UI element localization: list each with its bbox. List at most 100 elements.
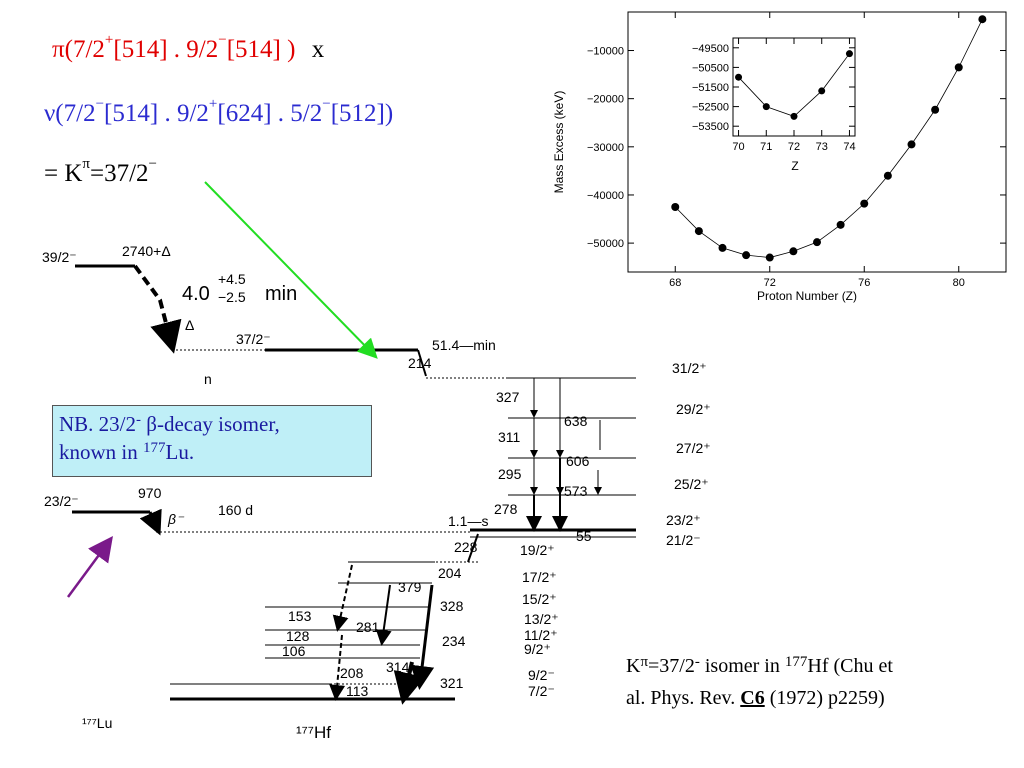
label-23-2-lu: 23/2⁻ xyxy=(44,493,79,509)
data-point xyxy=(718,243,727,252)
label-160d: 160 d xyxy=(218,502,253,518)
label-128: 128 xyxy=(286,628,310,644)
inset-y-tick-label: −51500 xyxy=(692,82,729,94)
data-point xyxy=(789,247,798,256)
label-2740: 2740+Δ xyxy=(122,243,171,259)
label-379: 379 xyxy=(398,579,422,595)
y-tick-label: −30000 xyxy=(587,142,624,154)
gamma-a xyxy=(332,564,353,632)
label-278: 278 xyxy=(494,501,518,517)
spin-17-2: 17/2⁺ xyxy=(522,569,557,585)
k-pi-result: = Kπ=37/2− xyxy=(44,156,157,187)
gamma-b xyxy=(375,584,392,646)
inset-x-label: Z xyxy=(791,159,798,173)
label-106: 106 xyxy=(282,643,306,659)
spin-31-2: 31/2⁺ xyxy=(672,360,707,376)
inset-data-point xyxy=(735,73,743,81)
proton-configuration: π(7/2+[514] . 9/2−[514] ) x xyxy=(52,32,325,63)
mass-excess-chart: 68 72 76 80 −10000 −20000 −30000 −40000 −50000 P… xyxy=(552,11,1007,303)
data-point xyxy=(978,15,987,24)
label-311: 311 xyxy=(498,429,521,445)
halflife-min: min xyxy=(265,283,297,305)
inset-x-tick-label: 72 xyxy=(788,141,800,153)
gamma-214 xyxy=(417,349,427,377)
x-tick-label: 68 xyxy=(669,277,681,289)
label-hf177: ¹⁷⁷Hf xyxy=(296,723,331,742)
delta-label: Δ xyxy=(185,317,194,333)
label-970: 970 xyxy=(138,485,162,501)
label-55: 55 xyxy=(576,528,592,544)
data-point xyxy=(907,140,916,149)
data-point xyxy=(954,63,963,72)
data-point xyxy=(694,227,703,236)
spin-25-2: 25/2⁺ xyxy=(674,476,709,492)
inset-frame xyxy=(732,37,856,137)
x-tick-label: 80 xyxy=(953,277,965,289)
data-point xyxy=(742,251,751,260)
inset-x-tick-label: 74 xyxy=(843,141,855,153)
inset-data-point xyxy=(845,50,853,58)
reference-note: Kπ=37/2- isomer in 177Hf (Chu et al. Phy… xyxy=(626,654,893,709)
data-point xyxy=(860,199,869,208)
inset-data-point xyxy=(818,87,826,95)
data-point xyxy=(671,203,680,211)
y-tick-label: −50000 xyxy=(587,238,624,250)
delta-transition xyxy=(133,264,182,354)
gamma-e xyxy=(393,661,425,705)
spin-9-2-minus: 9/2⁻ xyxy=(528,667,555,683)
label-228: 228 xyxy=(454,539,478,555)
label-51min: 51.4—min xyxy=(432,337,496,353)
neutron-configuration: ν(7/2−[514] . 9/2+[624] . 5/2−[512]) xyxy=(44,96,394,127)
halflife-4min: 4.0 xyxy=(182,283,210,305)
inset-x-tick-label: 71 xyxy=(760,141,772,153)
halflife-up: +4.5 xyxy=(218,271,246,287)
y-axis-label: Mass Excess (keV) xyxy=(552,91,566,194)
label-573: 573 xyxy=(564,483,588,499)
inset-x-tick-label: 73 xyxy=(816,141,828,153)
label-beta: β⁻ xyxy=(167,511,185,527)
inset-y-tick-label: −50500 xyxy=(692,62,729,74)
spin-21-2: 21/2⁻ xyxy=(666,532,701,548)
label-37-2: 37/2⁻ xyxy=(236,331,271,347)
label-314: 314 xyxy=(386,659,410,675)
data-point xyxy=(813,238,821,247)
gamma-c xyxy=(410,584,435,690)
data-point xyxy=(765,253,774,262)
label-281: 281 xyxy=(356,619,380,635)
label-234: 234 xyxy=(442,633,466,649)
x-axis-label: Proton Number (Z) xyxy=(757,289,857,303)
label-214: 214 xyxy=(408,355,432,371)
x-tick-label: 72 xyxy=(764,277,776,289)
label-328: 328 xyxy=(440,598,464,614)
y-tick-label: −20000 xyxy=(587,94,624,106)
label-295: 295 xyxy=(498,466,522,482)
inset-y-tick-label: −52500 xyxy=(692,102,729,114)
spin-29-2: 29/2⁺ xyxy=(676,401,711,417)
label-606: 606 xyxy=(566,453,590,469)
data-point xyxy=(883,171,892,180)
inset-data-point xyxy=(790,112,798,120)
spin-27-2: 27/2⁺ xyxy=(676,440,711,456)
plot-frame xyxy=(627,11,1007,273)
y-tick-label: −40000 xyxy=(587,190,624,202)
inset-y-tick-label: −49500 xyxy=(692,43,729,55)
label-n: n xyxy=(204,371,212,387)
data-point xyxy=(836,220,845,229)
label-113: 113 xyxy=(346,683,369,699)
spin-13-2: 13/2⁺ xyxy=(524,611,559,627)
spin-9-2-plus: 9/2⁺ xyxy=(524,641,551,657)
halflife-dn: −2.5 xyxy=(218,289,246,305)
spin-23-2: 23/2⁺ xyxy=(666,512,701,528)
label-208: 208 xyxy=(340,665,364,681)
label-lu177: ¹⁷⁷Lu xyxy=(82,715,112,731)
x-tick-label: 76 xyxy=(858,277,870,289)
label-321: 321 xyxy=(440,675,464,691)
gamma-228 xyxy=(467,533,479,563)
label-1-1s: 1.1—s xyxy=(448,513,488,529)
beta-transition xyxy=(139,508,162,536)
nb-note-box: NB. 23/2- β-decay isomer, known in 177Lu… xyxy=(52,405,372,477)
green-pointer-arrow xyxy=(204,181,378,359)
data-point xyxy=(931,105,940,114)
spin-11-2: 11/2⁺ xyxy=(524,627,558,643)
decay-scheme: 39/2⁻ 2740+Δ 4.0 +4.5 −2.5 min Δ 37/2⁻ 5… xyxy=(42,181,711,742)
